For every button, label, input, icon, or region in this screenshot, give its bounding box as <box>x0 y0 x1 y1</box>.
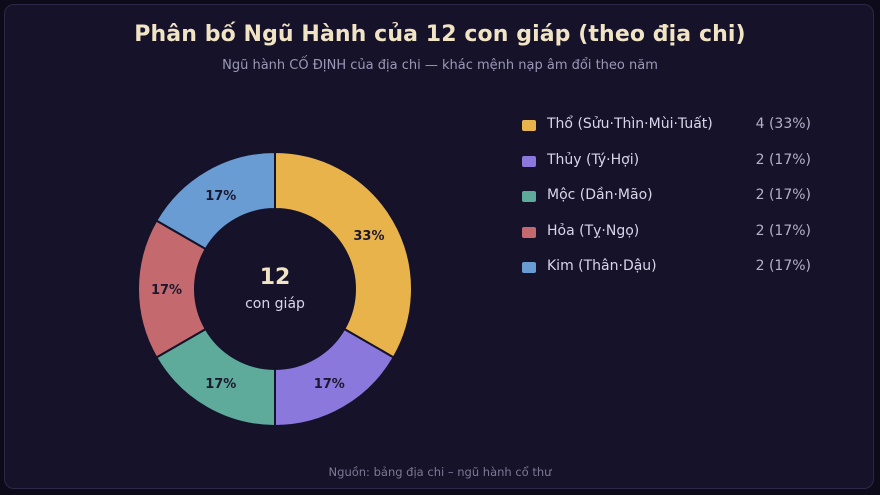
legend-value: 2 (17%) <box>755 258 811 274</box>
legend-swatch <box>522 155 536 167</box>
legend-label: Thổ (Sửu·Thìn·Mùi·Tuất) <box>547 116 713 132</box>
legend-label: Thủy (Tý·Hợi) <box>547 151 640 168</box>
legend-item-1: Thủy (Tý·Hợi) 2 (17%) <box>522 150 814 186</box>
legend-swatch <box>522 120 536 131</box>
legend-value: 2 (17%) <box>755 222 811 239</box>
legend-label: Hỏa (Tỵ·Ngọ) <box>547 222 640 239</box>
legend-swatch <box>522 226 536 238</box>
center-total-label: con giáp <box>245 296 305 312</box>
chart-subtitle: Ngũ hành CỐ ĐỊNH của địa chi — khác mệnh… <box>222 58 658 73</box>
legend-swatch <box>522 262 536 273</box>
slice-labels: 33% 17% 17% 17% 17% <box>151 189 385 392</box>
legend-item-2: Mộc (Dần·Mão) 2 (17%) <box>522 185 814 221</box>
legend-label: Kim (Thân·Dậu) <box>547 258 657 274</box>
legend-item-0: Thổ (Sửu·Thìn·Mùi·Tuất) 4 (33%) <box>522 114 814 150</box>
slice-label-2: 17% <box>205 377 236 392</box>
legend-label: Mộc (Dần·Mão) <box>547 187 653 203</box>
chart-title: Phân bố Ngũ Hành của 12 con giáp (theo đ… <box>134 22 746 47</box>
legend-value: 2 (17%) <box>755 187 811 203</box>
legend: Thổ (Sửu·Thìn·Mùi·Tuất) 4 (33%) Thủy (Tý·H… <box>522 114 814 292</box>
legend-swatch <box>522 191 536 202</box>
legend-value: 4 (33%) <box>755 116 811 132</box>
donut-slices <box>137 150 413 428</box>
center-total-value: 12 <box>260 265 291 290</box>
legend-item-4: Kim (Thân·Dậu) 2 (17%) <box>522 256 814 292</box>
legend-value: 2 (17%) <box>755 151 811 168</box>
donut-slice-0 <box>274 150 413 359</box>
slice-label-1: 17% <box>314 377 345 392</box>
slice-label-3: 17% <box>151 283 182 298</box>
slice-label-0: 33% <box>353 229 384 244</box>
source-note: Nguồn: bảng địa chi – ngũ hành cổ thư <box>328 465 552 479</box>
slice-label-4: 17% <box>205 189 236 204</box>
legend-item-3: Hỏa (Tỵ·Ngọ) 2 (17%) <box>522 221 814 257</box>
donut-slice-4 <box>154 150 276 251</box>
